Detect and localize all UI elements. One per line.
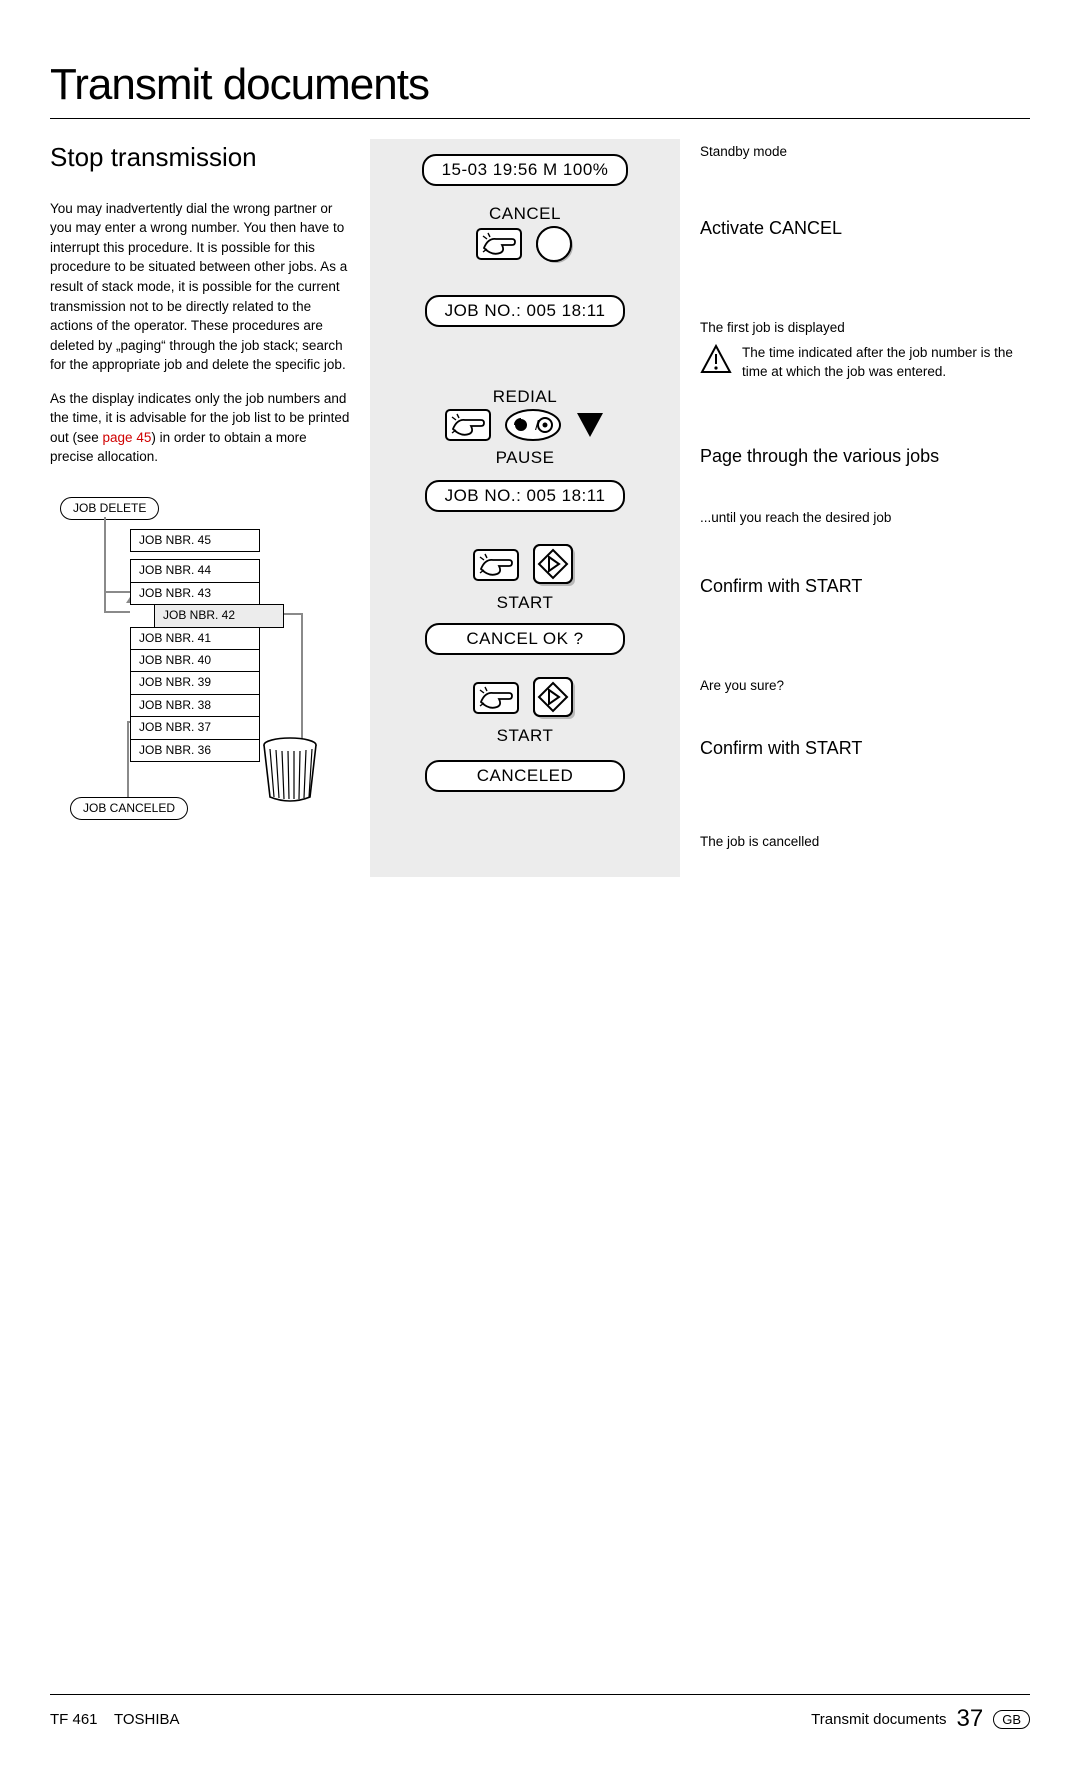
confirm-start-2: Confirm with START <box>700 736 1030 761</box>
start-label-1: START <box>497 593 554 613</box>
job-stack-diagram: JOB DELETE JOB NBR. 45JOB NBR. 44JOB NBR… <box>50 497 350 877</box>
job-stack-row: JOB NBR. 45 <box>130 529 260 552</box>
warning-icon <box>700 344 732 380</box>
section-subtitle: Stop transmission <box>50 139 350 177</box>
job-stack-row: JOB NBR. 43 <box>130 582 260 605</box>
job-stack-row: JOB NBR. 42 <box>154 604 284 627</box>
cancel-button-icon[interactable] <box>534 224 574 269</box>
activate-cancel-action: Activate CANCEL <box>700 216 1030 241</box>
footer-model: TF 461 <box>50 1711 98 1728</box>
warning-text: The time indicated after the job number … <box>742 344 1030 382</box>
cancelled-note: The job is cancelled <box>700 833 1030 852</box>
until-note: ...until you reach the desired job <box>700 509 1030 528</box>
page-reference: page 45 <box>103 430 152 445</box>
job-canceled-pill: JOB CANCELED <box>70 797 188 820</box>
job-stack: JOB NBR. 45 JOB NBR. 44JOB NBR. 43 JOB NBR… <box>130 529 260 761</box>
first-job-note: The first job is displayed <box>700 319 1030 338</box>
hand-point-icon <box>445 409 491 446</box>
start-label-2: START <box>497 726 554 746</box>
procedure-panel: 15-03 19:56 M 100% CANCEL JOB NO.: 005 1… <box>370 139 680 877</box>
redial-label: REDIAL <box>493 387 557 407</box>
cancel-ok-display: CANCEL OK ? <box>425 623 625 655</box>
start-button-icon[interactable] <box>531 542 577 593</box>
job-display-1: JOB NO.: 005 18:11 <box>425 295 626 327</box>
job-stack-row: JOB NBR. 36 <box>130 739 260 762</box>
page-footer: TF 461 TOSHIBA Transmit documents 37 GB <box>50 1694 1030 1733</box>
start-button-icon[interactable] <box>531 675 577 726</box>
hand-point-icon <box>473 549 519 586</box>
redial-button-icon[interactable] <box>503 407 563 448</box>
confirm-start-1: Confirm with START <box>700 574 1030 599</box>
page-title: Transmit documents <box>50 60 1030 110</box>
job-stack-row: JOB NBR. 37 <box>130 716 260 739</box>
footer-section: Transmit documents <box>811 1711 946 1728</box>
job-stack-row: JOB NBR. 41 <box>130 627 260 650</box>
body-paragraph-1: You may inadvertently dial the wrong par… <box>50 199 350 375</box>
hand-point-icon <box>473 682 519 719</box>
cancel-label: CANCEL <box>489 204 561 224</box>
footer-page-number: 37 <box>957 1705 984 1733</box>
footer-lang-badge: GB <box>993 1710 1030 1729</box>
left-column: Stop transmission You may inadvertently … <box>50 139 350 877</box>
job-stack-row: JOB NBR. 38 <box>130 694 260 717</box>
sure-note: Are you sure? <box>700 677 1030 696</box>
divider <box>50 118 1030 119</box>
right-column: Standby mode Activate CANCEL The first j… <box>700 139 1030 877</box>
job-stack-row: JOB NBR. 44 <box>130 559 260 582</box>
standby-note: Standby mode <box>700 143 1030 162</box>
hand-point-icon <box>476 228 522 265</box>
standby-display: 15-03 19:56 M 100% <box>422 154 629 186</box>
job-stack-row: JOB NBR. 39 <box>130 671 260 694</box>
down-arrow-icon <box>575 411 605 444</box>
page-through-action: Page through the various jobs <box>700 444 1030 469</box>
job-display-2: JOB NO.: 005 18:11 <box>425 480 626 512</box>
canceled-display: CANCELED <box>425 760 625 792</box>
body-paragraph-2: As the display indicates only the job nu… <box>50 389 350 467</box>
pause-label: PAUSE <box>496 448 555 468</box>
trash-icon <box>260 737 320 812</box>
job-stack-row: JOB NBR. 40 <box>130 649 260 672</box>
footer-brand: TOSHIBA <box>114 1711 180 1728</box>
